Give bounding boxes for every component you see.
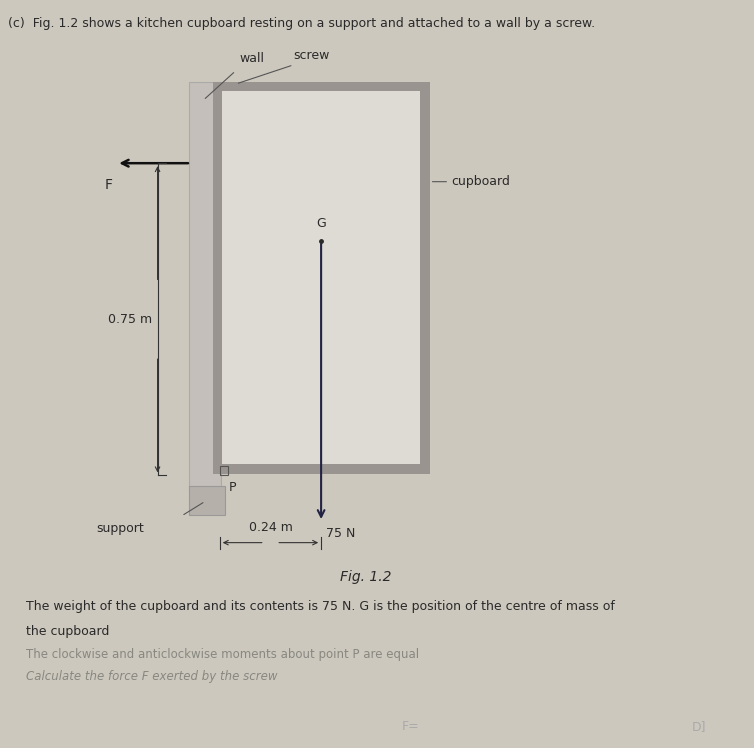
- Text: F=: F=: [402, 720, 420, 733]
- Text: P: P: [228, 481, 236, 494]
- Text: Calculate the force F exerted by the screw: Calculate the force F exerted by the scr…: [26, 670, 277, 683]
- Text: 75 N: 75 N: [326, 527, 356, 539]
- Text: the cupboard: the cupboard: [26, 625, 109, 639]
- Text: 0.24 m: 0.24 m: [249, 521, 293, 534]
- Text: support: support: [96, 522, 144, 535]
- Text: 0.75 m: 0.75 m: [108, 313, 152, 326]
- Text: D]: D]: [691, 720, 706, 733]
- Text: The weight of the cupboard and its contents is 75 N. G is the position of the ce: The weight of the cupboard and its conte…: [26, 600, 615, 613]
- Text: The clockwise and anticlockwise moments about point P are equal: The clockwise and anticlockwise moments …: [26, 648, 419, 660]
- Text: Fig. 1.2: Fig. 1.2: [340, 570, 392, 584]
- Text: wall: wall: [239, 52, 265, 65]
- Text: cupboard: cupboard: [452, 175, 510, 188]
- Bar: [188, 486, 225, 515]
- Bar: [213, 82, 430, 473]
- Text: screw: screw: [293, 49, 330, 62]
- Bar: [188, 82, 221, 488]
- Text: G: G: [316, 217, 326, 230]
- Bar: [220, 467, 228, 475]
- Bar: [222, 91, 420, 465]
- Text: (c)  Fig. 1.2 shows a kitchen cupboard resting on a support and attached to a wa: (c) Fig. 1.2 shows a kitchen cupboard re…: [8, 17, 595, 31]
- Text: F: F: [105, 178, 113, 192]
